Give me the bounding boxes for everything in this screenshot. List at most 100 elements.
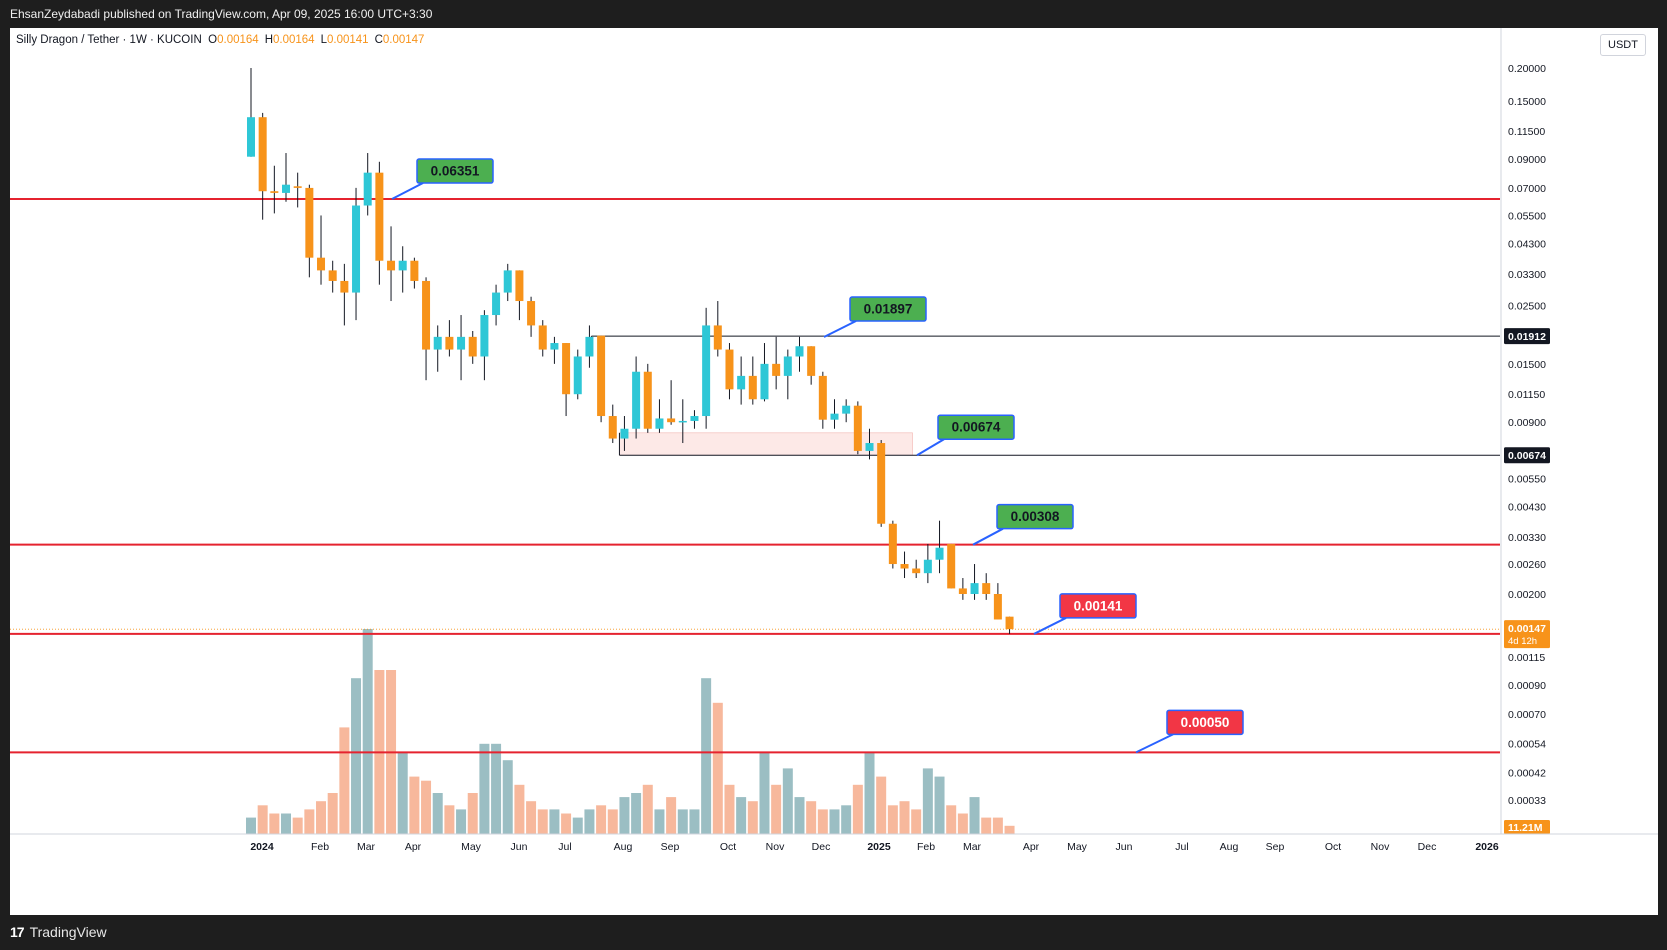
x-tick-label: Mar <box>357 841 376 853</box>
volume-bar <box>981 817 992 834</box>
candle-down <box>305 187 314 258</box>
y-tick-label: 0.20000 <box>1508 63 1546 75</box>
candle-down <box>527 301 536 326</box>
volume-bar <box>432 793 443 834</box>
volume-bar <box>292 817 303 834</box>
volume-bar <box>876 776 887 834</box>
callout-label: 0.00308 <box>1011 509 1060 524</box>
brand-name: TradingView <box>29 924 107 940</box>
candle-up <box>865 443 874 451</box>
volume-bar <box>467 793 478 834</box>
candle-down <box>713 325 722 350</box>
low-value: 0.00141 <box>326 34 369 46</box>
callout-box <box>996 503 1074 530</box>
volume-bar <box>922 768 933 834</box>
low-label: L <box>320 34 327 46</box>
volume-bar <box>736 797 747 834</box>
candle-up <box>830 413 839 420</box>
candle-down <box>538 325 547 350</box>
volume-bar <box>257 805 268 834</box>
x-tick-label: Aug <box>614 841 633 853</box>
y-tick-label: 0.00042 <box>1508 767 1546 779</box>
candle-up <box>492 292 501 316</box>
volume-bar <box>992 817 1003 834</box>
volume-bar <box>841 805 852 834</box>
candle-up <box>503 270 512 293</box>
x-tick-label: May <box>461 841 482 853</box>
candle-up <box>632 371 641 429</box>
candle-down <box>772 363 781 376</box>
candle-down <box>515 270 524 302</box>
price-chart[interactable]: 0.06351 0.01897 0.00674 0.00308 0.00141 0.000… <box>10 28 1658 915</box>
volume-bar <box>782 768 793 834</box>
time-axis-panel <box>10 834 1658 915</box>
currency-button[interactable]: USDT <box>1600 34 1646 56</box>
candle-up <box>550 343 559 350</box>
chart-panel[interactable]: 0.06351 0.01897 0.00674 0.00308 0.00141 0.000… <box>10 28 1658 915</box>
volume-bar <box>946 805 957 834</box>
callout-label: 0.01897 <box>864 302 913 317</box>
y-tick-label: 0.00550 <box>1508 473 1546 485</box>
y-tick-label: 0.00115 <box>1508 652 1545 664</box>
candle-up <box>433 336 442 350</box>
candle-down <box>410 260 419 281</box>
candle-down <box>375 172 384 261</box>
candle-down <box>912 568 921 574</box>
candle-down <box>748 375 757 400</box>
y-tick-label: 0.07000 <box>1508 183 1546 195</box>
volume-bar <box>537 809 548 834</box>
callout-pointer <box>972 527 1004 546</box>
callout-box <box>849 296 927 322</box>
y-tick-label: 0.00430 <box>1508 502 1546 514</box>
level-tag: 0.01912 <box>1508 331 1546 343</box>
candle-down <box>608 416 617 439</box>
tv-logo-icon: 17 <box>10 924 25 940</box>
callout-pointer <box>823 320 857 338</box>
x-tick-label: Aug <box>1220 841 1239 853</box>
x-tick-label: Feb <box>311 841 329 853</box>
x-tick-label: Nov <box>1371 841 1390 853</box>
candle-up <box>760 363 769 400</box>
price-axis-panel <box>1501 28 1658 915</box>
volume-bar <box>957 813 968 834</box>
volume-bar <box>677 809 688 834</box>
volume-bar <box>491 743 502 834</box>
volume-bar <box>596 805 607 834</box>
volume-bar <box>806 801 817 834</box>
volume-bar <box>619 797 630 834</box>
volume-bar <box>456 809 467 834</box>
candle-down <box>1005 616 1014 630</box>
volume-bar <box>642 784 653 834</box>
candle-down <box>888 523 897 565</box>
x-tick-label: 2024 <box>250 841 274 853</box>
tradingview-brand[interactable]: 17 TradingView <box>10 924 107 940</box>
volume-bar <box>351 678 362 834</box>
y-tick-label: 0.00054 <box>1508 739 1546 751</box>
y-tick-label: 0.11500 <box>1508 126 1545 138</box>
candle-down <box>947 543 956 589</box>
countdown-tag: 4d 12h <box>1508 636 1537 647</box>
callout-label: 0.00050 <box>1181 715 1230 730</box>
candle-down <box>340 280 349 293</box>
volume-bar <box>864 752 875 834</box>
candle-down <box>853 405 862 451</box>
callout-box <box>937 414 1015 440</box>
candle-up <box>795 346 804 357</box>
y-tick-label: 0.00330 <box>1508 532 1546 544</box>
candle-down <box>468 336 477 357</box>
x-tick-label: Mar <box>963 841 982 853</box>
volume-bar <box>561 813 572 834</box>
callout-box <box>1166 709 1244 736</box>
y-tick-label: 0.09000 <box>1508 154 1546 166</box>
y-tick-label: 0.00260 <box>1508 559 1546 571</box>
x-tick-label: Jul <box>1175 841 1188 853</box>
volume-bar <box>572 817 583 834</box>
volume-bar <box>316 801 327 834</box>
volume-bar <box>584 809 595 834</box>
high-label: H <box>264 34 273 46</box>
volume-bar <box>666 797 677 834</box>
symbol-legend: Silly Dragon / Tether · 1W · KUCOIN O0.0… <box>16 34 430 46</box>
callout-label: 0.06351 <box>431 164 480 179</box>
volume-bar <box>852 784 863 834</box>
candle-down <box>422 280 431 350</box>
